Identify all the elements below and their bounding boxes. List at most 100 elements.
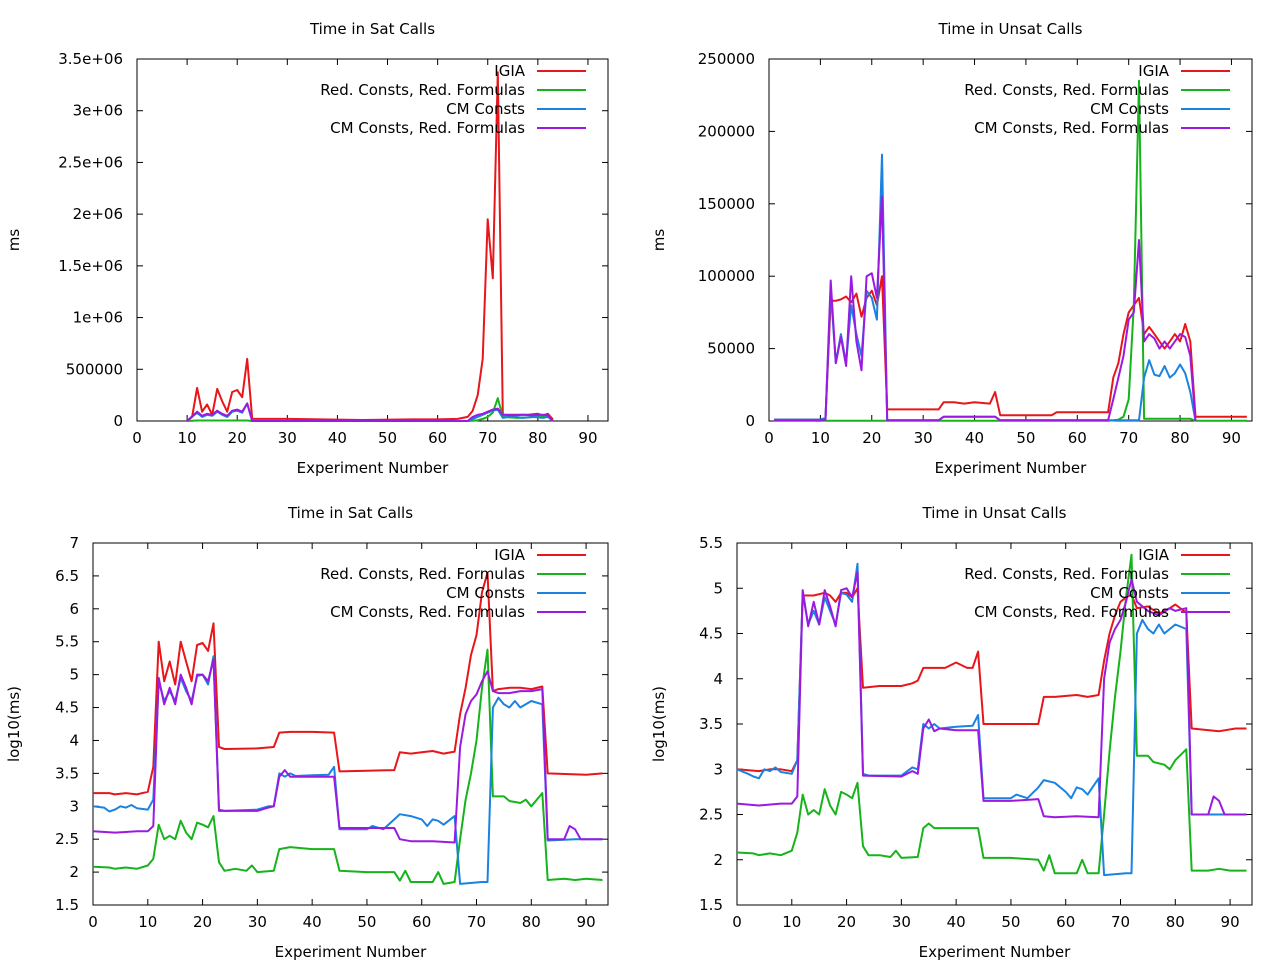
y-tick-label: 5	[69, 666, 79, 684]
y-tick-label: 500000	[66, 360, 123, 378]
chart-title: Time in Unsat Calls	[938, 20, 1083, 38]
x-tick-label: 10	[178, 429, 197, 447]
x-tick-label: 30	[278, 429, 297, 447]
legend-label: CM Consts	[1090, 100, 1169, 118]
y-tick-label: 3.5	[55, 764, 79, 782]
y-tick-label: 100000	[698, 267, 755, 285]
x-tick-label: 10	[138, 913, 157, 931]
x-tick-label: 40	[965, 429, 984, 447]
legend-label: IGIA	[1138, 62, 1169, 80]
y-tick-label: 3	[713, 760, 723, 778]
x-tick-label: 90	[1221, 913, 1240, 931]
series-line-4	[92, 658, 603, 844]
series-line-3	[774, 153, 1197, 422]
y-tick-label: 3.5e+06	[58, 50, 123, 68]
y-tick-label: 0	[745, 412, 755, 430]
x-tick-label: 0	[732, 913, 742, 931]
x-tick-label: 50	[1001, 913, 1020, 931]
y-axis-label: ms	[5, 229, 23, 252]
x-tick-label: 40	[947, 913, 966, 931]
legend-label: CM Consts, Red. Formulas	[330, 603, 525, 621]
series-line-1	[93, 571, 603, 796]
y-tick-label: 6	[69, 600, 79, 618]
legend-label: CM Consts	[446, 584, 525, 602]
y-axis-label: ms	[650, 229, 668, 252]
legend-label: Red. Consts, Red. Formulas	[964, 81, 1169, 99]
chart-panel-2: 0 10 20 30 40 50 60 70 80 90 0 50000 100000 150000 200…	[650, 20, 1253, 477]
x-tick-label: 70	[478, 429, 497, 447]
x-tick-label: 60	[428, 429, 447, 447]
y-tick-label: 3e+06	[73, 102, 123, 120]
y-tick-label: 4	[713, 670, 723, 688]
chart-title: Time in Sat Calls	[309, 20, 435, 38]
legend-label: CM Consts	[1090, 584, 1169, 602]
y-axis-label: log10(ms)	[650, 686, 668, 762]
x-tick-label: 20	[228, 429, 247, 447]
x-tick-label: 30	[248, 913, 267, 931]
chart-panel-1: 0 10 20 30 40 50 60 70 80 90 0 500000 1e+06 1.5e+06 2e…	[5, 20, 609, 477]
y-tick-label: 5.5	[699, 534, 723, 552]
x-tick-label: 50	[378, 429, 397, 447]
y-tick-label: 1.5e+06	[58, 257, 123, 275]
y-tick-label: 4.5	[699, 625, 723, 643]
y-tick-label: 4.5	[55, 699, 79, 717]
legend-label: Red. Consts, Red. Formulas	[320, 81, 525, 99]
x-tick-label: 60	[1068, 429, 1087, 447]
x-axis-label: Experiment Number	[935, 459, 1088, 477]
y-tick-label: 250000	[698, 50, 755, 68]
y-tick-label: 2.5	[699, 806, 723, 824]
chart-title: Time in Sat Calls	[287, 504, 413, 522]
y-tick-label: 3	[69, 797, 79, 815]
legend-label: IGIA	[494, 546, 525, 564]
x-axis-label: Experiment Number	[275, 943, 428, 961]
series-line-4	[736, 571, 1247, 819]
x-tick-label: 40	[303, 913, 322, 931]
legend-label: Red. Consts, Red. Formulas	[964, 565, 1169, 583]
x-tick-label: 30	[892, 913, 911, 931]
x-tick-label: 90	[578, 429, 597, 447]
plot-frame	[92, 542, 609, 906]
legend-label: CM Consts, Red. Formulas	[974, 603, 1169, 621]
y-tick-label: 50000	[707, 340, 755, 358]
x-tick-label: 0	[764, 429, 774, 447]
y-tick-label: 2	[69, 863, 79, 881]
x-tick-label: 70	[1119, 429, 1138, 447]
legend-label: IGIA	[1138, 546, 1169, 564]
x-tick-label: 60	[1056, 913, 1075, 931]
x-tick-label: 50	[357, 913, 376, 931]
y-tick-label: 5	[713, 579, 723, 597]
series-line-1	[186, 71, 554, 422]
x-tick-label: 80	[1171, 429, 1190, 447]
series-line-4	[186, 402, 554, 422]
y-tick-label: 2	[713, 851, 723, 869]
x-tick-label: 90	[577, 913, 596, 931]
x-tick-label: 20	[193, 913, 212, 931]
x-tick-label: 90	[1222, 429, 1241, 447]
x-tick-label: 0	[88, 913, 98, 931]
x-tick-label: 40	[328, 429, 347, 447]
chart-panel-4: 0 10 20 30 40 50 60 70 80 90 1.5 2 2.5 3 3.5 4 4.5 5 5.5 Ti…	[650, 504, 1253, 961]
x-tick-label: 0	[132, 429, 142, 447]
x-axis-label: Experiment Number	[919, 943, 1072, 961]
chart-panel-3: 0 10 20 30 40 50 60 70 80 90 1.5 2 2.5 3 3.5 4 4.5 5 5.5 6 6…	[5, 504, 609, 961]
y-axis-label: log10(ms)	[5, 686, 23, 762]
y-tick-label: 6.5	[55, 567, 79, 585]
y-tick-label: 150000	[698, 195, 755, 213]
x-axis-label: Experiment Number	[297, 459, 450, 477]
series-line-2	[92, 648, 603, 885]
legend-label: CM Consts, Red. Formulas	[974, 119, 1169, 137]
y-tick-label: 2.5	[55, 830, 79, 848]
x-tick-label: 20	[837, 913, 856, 931]
y-tick-label: 2.5e+06	[58, 153, 123, 171]
y-tick-label: 0	[113, 412, 123, 430]
series-line-4	[774, 195, 1197, 422]
y-tick-label: 1.5	[699, 896, 723, 914]
x-tick-label: 30	[914, 429, 933, 447]
x-tick-label: 70	[467, 913, 486, 931]
x-tick-label: 60	[412, 913, 431, 931]
legend-label: IGIA	[494, 62, 525, 80]
legend-label: CM Consts	[446, 100, 525, 118]
x-tick-label: 80	[528, 429, 547, 447]
plot-frame	[136, 58, 609, 422]
legend-label: CM Consts, Red. Formulas	[330, 119, 525, 137]
